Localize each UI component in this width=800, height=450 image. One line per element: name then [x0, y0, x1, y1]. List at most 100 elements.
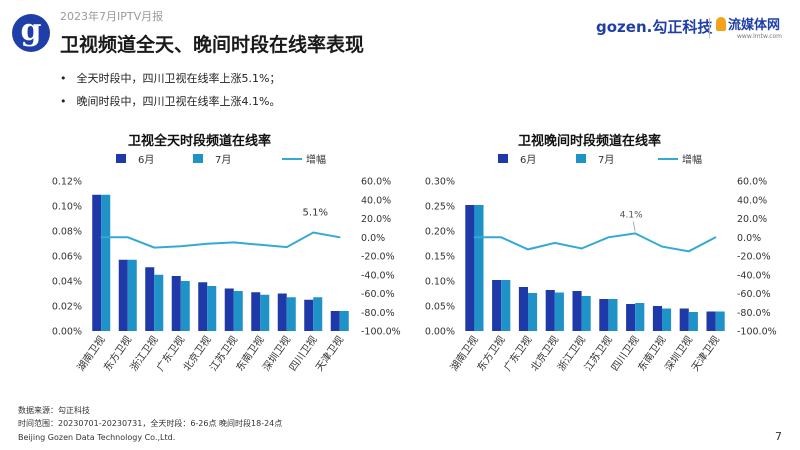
c2-bar-july: [635, 303, 645, 331]
bullet-evening: 晚间时段中，四川卫视在线率上涨4.1%。: [60, 93, 281, 109]
c2-bar-june: [626, 304, 636, 331]
c2-annotation-label: 4.1%: [620, 210, 643, 220]
lmt-logo-icon: [716, 17, 726, 31]
c2-change-point: [688, 250, 690, 253]
c1-right-tick: -40.0%: [361, 270, 395, 281]
c1-right-tick: 0.0%: [361, 233, 385, 244]
c2-bar-june: [545, 290, 555, 331]
c1-annotation-label: 5.1%: [303, 207, 328, 218]
c1-change-point: [179, 245, 182, 247]
c2-bar-july: [581, 296, 591, 331]
c2-change-point: [661, 245, 663, 248]
c1-bar-july: [207, 286, 217, 331]
c1-bar-june: [251, 292, 261, 331]
c1-change-point: [100, 236, 103, 239]
c2-right-tick: 40.0%: [737, 195, 767, 206]
c2-bar-july: [528, 293, 538, 331]
c2-bar-june: [706, 311, 716, 331]
c2-left-tick: 0.30%: [425, 177, 455, 188]
data-source-note: 数据来源：勾正科技: [18, 406, 90, 415]
c1-bar-july: [101, 194, 111, 331]
time-range-note: 时间范围：20230701-20230731，全天时段：6-26点 晚间时段18…: [18, 419, 283, 428]
c1-right-tick: 60.0%: [361, 177, 391, 188]
c2-change-point: [527, 248, 529, 251]
c2-bar-july: [474, 205, 484, 331]
c2-left-tick: 0.20%: [425, 227, 455, 238]
c1-left-tick: 0.10%: [52, 202, 82, 213]
bullet-allday: 全天时段中，四川卫视在线率上涨5.1%；: [60, 70, 281, 86]
c2-bar-june: [572, 291, 582, 331]
c1-left-tick: 0.02%: [52, 302, 82, 313]
c2-right-tick: 20.0%: [737, 214, 767, 225]
c1-left-tick: 0.04%: [52, 277, 82, 288]
c1-right-tick: -80.0%: [361, 308, 395, 319]
c1-change-point: [206, 243, 209, 245]
c1-bar-july: [154, 274, 164, 331]
c2-legend-label-0: 6月: [520, 154, 536, 166]
c2-bar-july: [501, 280, 511, 331]
page-title: 卫视频道全天、晚间时段在线率表现: [60, 34, 365, 56]
c1-right-tick: -20.0%: [361, 252, 395, 263]
c1-left-tick: 0.08%: [52, 227, 82, 238]
c1-legend-swatch-1: [193, 154, 203, 163]
c2-right-tick: -20.0%: [737, 252, 771, 263]
c2-right-tick: -60.0%: [737, 289, 771, 300]
c2-legend-swatch-1: [576, 154, 586, 163]
c2-left-tick: 0.05%: [425, 302, 455, 313]
c1-change-point: [153, 246, 156, 249]
c2-bar-june: [679, 308, 689, 331]
c2-bar-july: [688, 312, 698, 331]
c1-bar-july: [180, 281, 190, 331]
lmt-logo-text: 流媒体网: [728, 18, 781, 33]
c2-legend-label-1: 7月: [598, 154, 614, 166]
c1-bar-july: [313, 297, 323, 331]
c1-change-point: [338, 236, 341, 239]
c1-left-tick: 0.06%: [52, 252, 82, 263]
gozen-logo-mark: g: [12, 14, 50, 52]
c1-bar-july: [339, 311, 349, 331]
chart2-title: 卫视晚间时段频道在线率: [518, 134, 662, 149]
c2-bar-july: [715, 311, 725, 331]
c1-change-line: [101, 231, 340, 249]
c1-bar-june: [277, 293, 287, 331]
company-name: Beijing Gozen Data Technology Co.,Ltd.: [18, 433, 176, 442]
c1-bar-july: [260, 294, 270, 331]
page-number: 7: [775, 430, 782, 443]
c2-change-point: [607, 236, 610, 239]
c2-left-tick: 0.10%: [425, 277, 455, 288]
c2-change-point: [714, 236, 717, 239]
c2-change-point: [500, 236, 503, 239]
c1-legend-label-2: 增幅: [306, 153, 326, 166]
c1-bar-july: [286, 297, 296, 331]
c1-change-point: [126, 236, 129, 239]
c2-bar-june: [492, 280, 502, 331]
c1-right-tick: -60.0%: [361, 289, 395, 300]
c1-bar-june: [118, 259, 128, 331]
c2-change-point: [554, 242, 556, 244]
c1-change-point: [312, 231, 315, 234]
c2-bar-june: [518, 287, 528, 331]
c2-right-tick: -100.0%: [737, 327, 777, 338]
c2-right-tick: -80.0%: [737, 308, 771, 319]
c2-legend-swatch-0: [498, 154, 508, 163]
report-label: 2023年7月IPTV月报: [60, 10, 164, 23]
c1-right-tick: 40.0%: [361, 195, 391, 206]
c2-right-tick: 0.0%: [737, 233, 761, 244]
c2-left-tick: 0.15%: [425, 252, 455, 263]
c1-bar-june: [198, 282, 208, 331]
c2-bar-june: [652, 306, 662, 331]
c1-bar-june: [330, 311, 340, 331]
c2-bar-june: [599, 299, 609, 331]
logo-divider: [709, 18, 710, 38]
c1-right-tick: 20.0%: [361, 214, 391, 225]
c1-bar-july: [127, 259, 137, 331]
c2-change-point: [634, 232, 636, 235]
lmt-logo: 流媒体网: [716, 14, 780, 33]
c1-bar-june: [224, 288, 234, 331]
c2-annotation-leader: [632, 221, 636, 232]
c2-legend-label-2: 增幅: [682, 153, 702, 166]
c1-left-tick: 0.00%: [52, 327, 82, 338]
c1-bar-june: [171, 276, 181, 331]
